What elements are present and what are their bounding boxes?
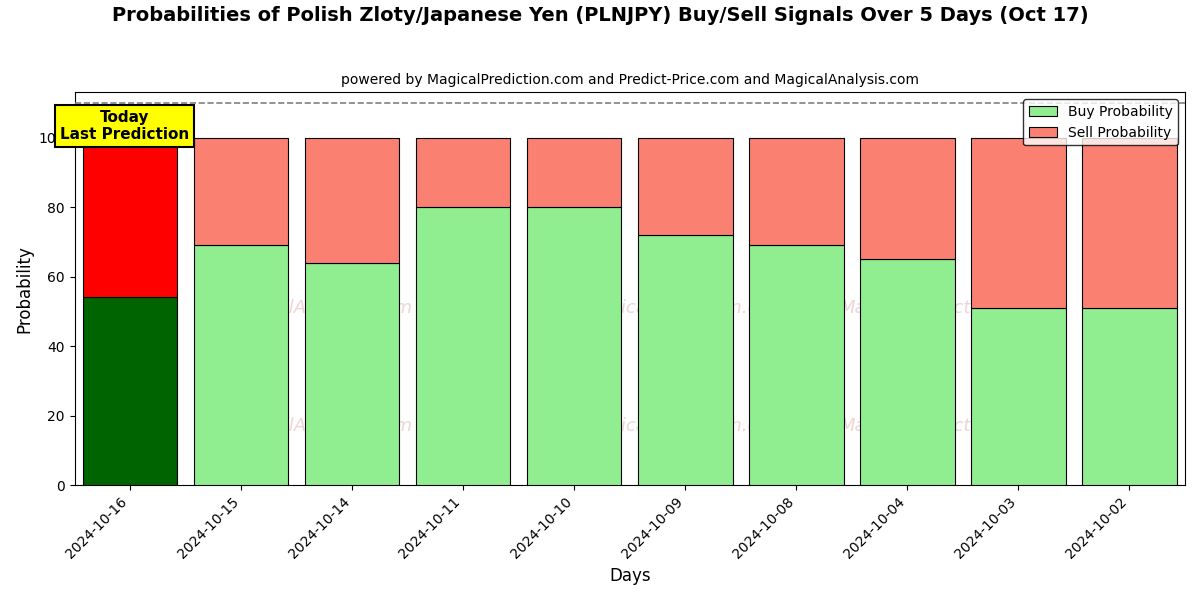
Bar [638,137,732,235]
Bar [83,298,178,485]
Title: powered by MagicalPrediction.com and Predict-Price.com and MagicalAnalysis.com: powered by MagicalPrediction.com and Pre… [341,73,919,87]
Text: MagicalPrediction.com: MagicalPrediction.com [584,299,787,317]
Bar [860,259,955,485]
Text: MagicalPrediction.com: MagicalPrediction.com [584,417,787,435]
Y-axis label: Probability: Probability [16,245,34,332]
Bar [749,137,844,245]
Bar [971,308,1066,485]
Text: Today
Last Prediction: Today Last Prediction [60,110,190,142]
Bar [305,263,400,485]
X-axis label: Days: Days [610,567,650,585]
Bar [416,137,510,207]
Bar [83,137,178,298]
Bar [1082,137,1177,308]
Bar [527,207,622,485]
Bar [305,137,400,263]
Bar [194,245,288,485]
Text: MagicalAnalysis.com: MagicalAnalysis.com [226,299,413,317]
Bar [527,137,622,207]
Bar [638,235,732,485]
Text: Probabilities of Polish Zloty/Japanese Yen (PLNJPY) Buy/Sell Signals Over 5 Days: Probabilities of Polish Zloty/Japanese Y… [112,6,1088,25]
Bar [1082,308,1177,485]
Text: MagicalPrediction.com: MagicalPrediction.com [839,417,1042,435]
Bar [860,137,955,259]
Bar [971,137,1066,308]
Bar [194,137,288,245]
Legend: Buy Probability, Sell Probability: Buy Probability, Sell Probability [1024,99,1178,145]
Text: MagicalAnalysis.com: MagicalAnalysis.com [226,417,413,435]
Bar [416,207,510,485]
Bar [749,245,844,485]
Text: MagicalPrediction.com: MagicalPrediction.com [839,299,1042,317]
